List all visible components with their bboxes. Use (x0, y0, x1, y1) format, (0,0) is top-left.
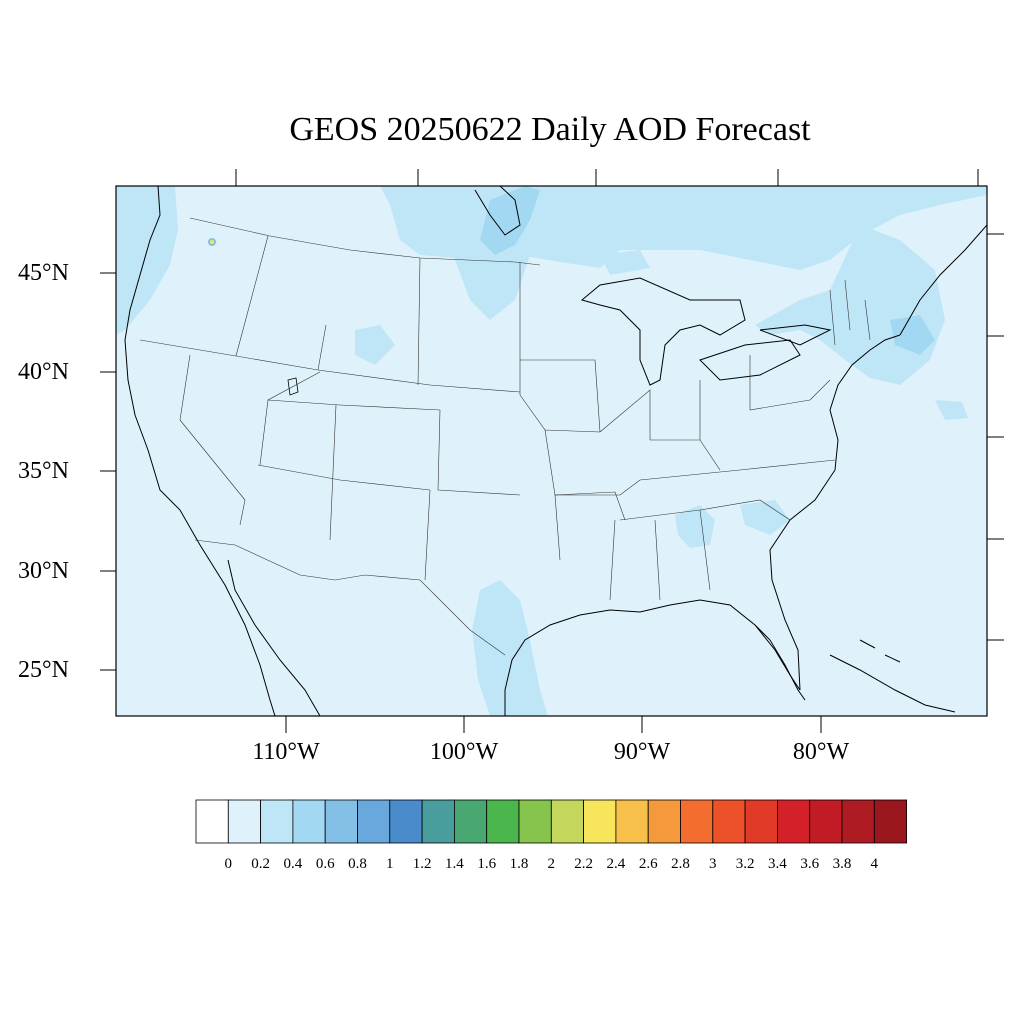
colorbar-tick-label: 0.4 (283, 856, 303, 872)
colorbar-box (486, 799, 520, 844)
colorbar-box (324, 799, 358, 844)
colorbar-box (615, 799, 649, 844)
colorbar-tick-label: 3.8 (832, 856, 852, 872)
lon-label-90w: 90°W (613, 739, 671, 765)
colorbar-box (421, 799, 455, 844)
colorbar-box (389, 799, 423, 844)
colorbar-tick-label: 1 (386, 856, 394, 872)
colorbar-tick-label: 2.6 (638, 856, 658, 872)
left-ticks (100, 272, 116, 671)
lat-label-25: 25°N (18, 657, 69, 683)
bottom-ticks (285, 716, 822, 733)
colorbar-tick-label: 0.8 (348, 856, 367, 872)
lat-label-40: 40°N (18, 359, 69, 385)
colorbar-box (453, 799, 488, 844)
colorbar-tick-label: 1.4 (445, 856, 464, 872)
colorbar-tick-label: 3 (709, 856, 717, 872)
colorbar-box (195, 799, 229, 844)
lat-label-45: 45°N (18, 260, 69, 286)
colorbar-tick-label: 0.6 (315, 856, 335, 872)
lon-label-100w: 100°W (429, 739, 499, 765)
colorbar-box (357, 799, 391, 844)
colorbar (195, 799, 907, 844)
colorbar-tick-label: 2 (547, 856, 556, 872)
colorbar-box (292, 799, 326, 844)
coastlines (124, 186, 987, 716)
colorbar-tick-label: 0.2 (251, 856, 270, 872)
colorbar-box (550, 799, 584, 844)
colorbar-tick-label: 2.2 (574, 856, 593, 872)
colorbar-box (227, 799, 262, 844)
colorbar-tick-label: 1.8 (509, 856, 529, 872)
colorbar-box (873, 799, 907, 844)
colorbar-box (777, 799, 811, 844)
colorbar-box (712, 799, 746, 844)
colorbar-tick-label: 4 (870, 856, 879, 872)
colorbar-box (260, 799, 294, 844)
colorbar-box (583, 799, 617, 844)
map-frame (115, 185, 988, 717)
colorbar-tick-label: 3.6 (800, 856, 820, 872)
colorbar-tick-label: 0 (224, 856, 233, 872)
lat-label-30: 30°N (18, 558, 69, 584)
right-ticks (987, 233, 1004, 641)
aod-field-0.6 (480, 186, 935, 355)
lon-label-80w: 80°W (792, 739, 850, 765)
colorbar-box (518, 799, 552, 844)
colorbar-tick-label: 3.4 (768, 856, 787, 872)
lon-label-110w: 110°W (252, 739, 320, 765)
colorbar-box (647, 799, 681, 844)
colorbar-box (809, 799, 843, 844)
map-title: GEOS 20250622 Daily AOD Forecast (289, 111, 811, 148)
lat-label-35: 35°N (18, 458, 69, 484)
colorbar-box (841, 799, 875, 844)
colorbar-tick-label: 3.2 (735, 856, 755, 872)
colorbar-tick-label: 2.8 (671, 856, 690, 872)
colorbar-box (680, 799, 714, 844)
colorbar-tick-label: 1.2 (412, 856, 432, 872)
colorbar-tick-label: 2.4 (606, 856, 626, 872)
top-ticks (235, 169, 979, 186)
state-borders (139, 217, 871, 656)
colorbar-box (744, 799, 778, 844)
colorbar-tick-label: 1.6 (477, 856, 497, 872)
